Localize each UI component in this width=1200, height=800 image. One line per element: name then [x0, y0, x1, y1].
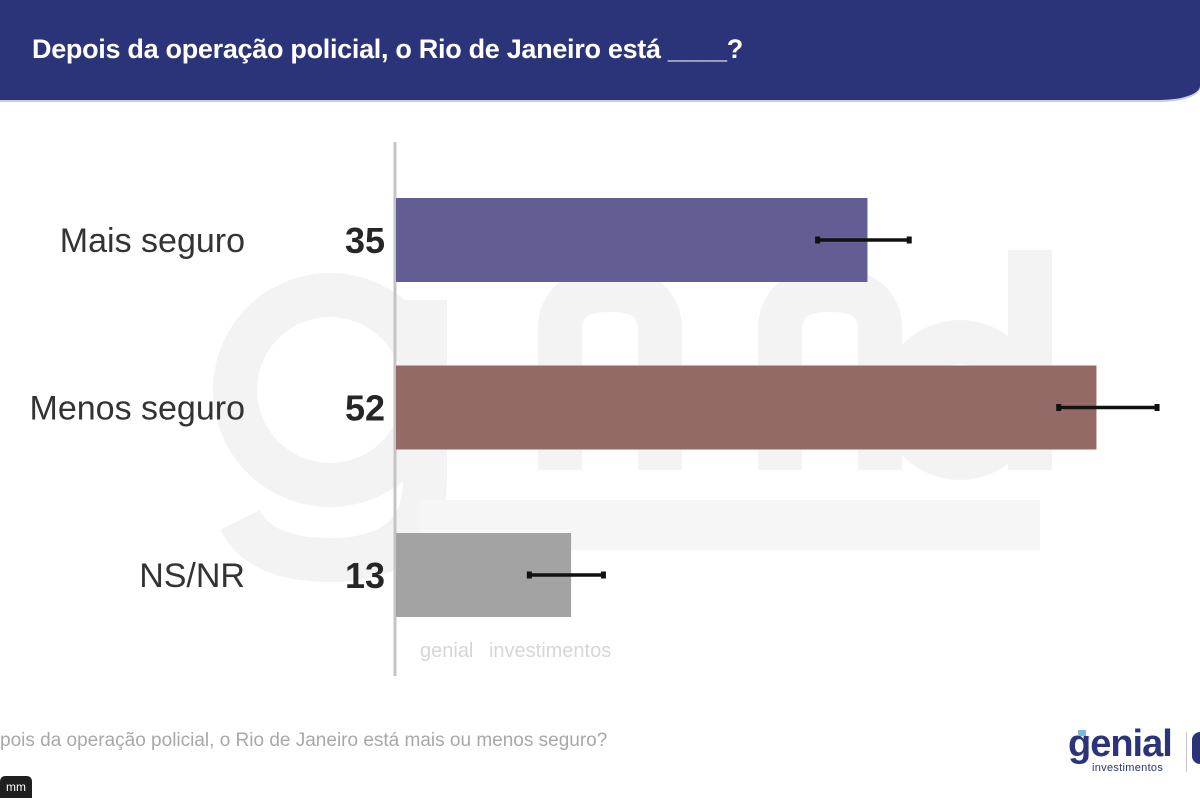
error-bar-ns-nr [526, 571, 606, 579]
logo-accent-icon [1078, 730, 1086, 736]
error-bar-mais-seguro [815, 236, 912, 244]
category-label-ns-nr: NS/NR [139, 557, 245, 595]
value-label-mais-seguro: 35 [345, 220, 385, 261]
bars-layer [396, 198, 1160, 617]
chart-title: Depois da operação policial, o Rio de Ja… [32, 34, 743, 64]
category-label-mais-seguro: Mais seguro [60, 222, 245, 260]
labels-layer: Mais seguro 35 Menos seguro 52 NS/NR 13 [30, 220, 385, 596]
logo-subtitle: investimentos [1092, 762, 1164, 774]
genial-logo: genial investimentos [1068, 724, 1200, 778]
header-banner: Depois da operação policial, o Rio de Ja… [0, 0, 1200, 100]
bar-menos-seguro [396, 365, 1097, 450]
bar-mais-seguro [396, 198, 868, 282]
value-label-ns-nr: 13 [345, 555, 385, 596]
error-bar-menos-seguro [1056, 404, 1160, 411]
watermark-main: genial [420, 640, 474, 662]
watermark-caption: genial investimentos [420, 640, 621, 663]
corner-tab[interactable]: mm [0, 776, 32, 798]
value-label-menos-seguro: 52 [345, 388, 385, 429]
category-label-menos-seguro: Menos seguro [30, 390, 245, 428]
partner-logo-fragment-icon [1192, 732, 1200, 764]
logo-divider [1186, 732, 1187, 772]
question-footnote: pois da operação policial, o Rio de Jane… [0, 730, 608, 751]
watermark-sub: investimentos [488, 640, 612, 662]
